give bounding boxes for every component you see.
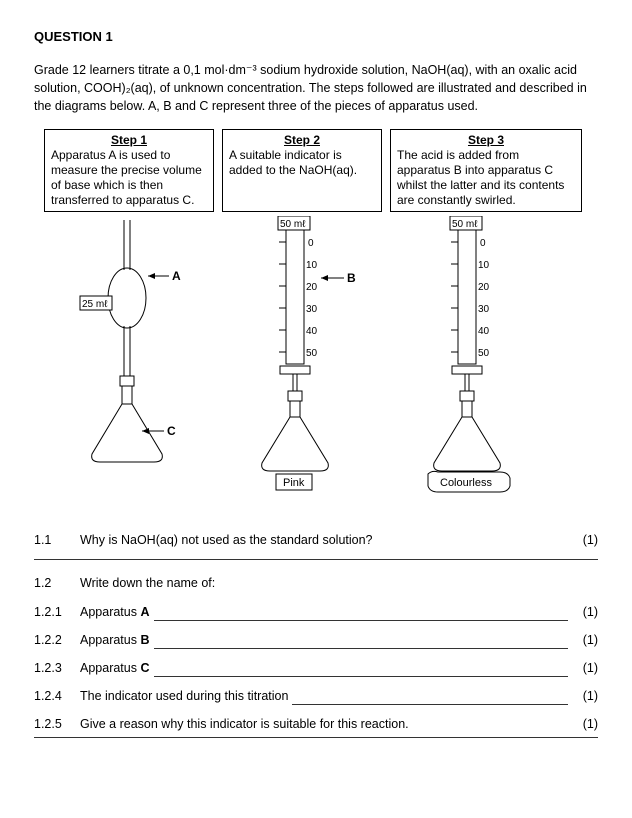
step-2-title: Step 2: [229, 133, 375, 148]
colourless-label: Colourless: [440, 477, 492, 489]
q-1-2-4-num: 1.2.4: [34, 687, 80, 705]
answer-line-1-2-2: [154, 634, 569, 649]
label-C: C: [167, 424, 176, 438]
steps-row: Step 1 Apparatus A is used to measure th…: [44, 129, 598, 212]
q-1-1: 1.1 Why is NaOH(aq) not used as the stan…: [34, 531, 598, 549]
q-1-2-3-text: Apparatus C: [80, 659, 150, 677]
svg-text:10: 10: [478, 260, 490, 271]
diagram-2: 50 mℓ 0 10 20 30 40 50 B: [216, 216, 388, 501]
step-2-text: A suitable indicator is added to the NaO…: [229, 148, 357, 177]
q-1-2-5-mark: (1): [568, 715, 598, 733]
q-1-2: 1.2 Write down the name of:: [34, 574, 598, 592]
label-B: B: [347, 271, 356, 285]
pipette-flask-svg: 25 mℓ A C: [44, 216, 216, 476]
q-1-2-2: 1.2.2 Apparatus B (1): [34, 631, 598, 649]
q-1-2-1-text: Apparatus A: [80, 603, 150, 621]
svg-text:30: 30: [478, 304, 490, 315]
q-1-2-3-mark: (1): [568, 659, 598, 677]
svg-text:50: 50: [306, 348, 318, 359]
label-A: A: [172, 269, 181, 283]
q-1-2-3-num: 1.2.3: [34, 659, 80, 677]
step-2-box: Step 2 A suitable indicator is added to …: [222, 129, 382, 212]
q-1-2-5-num: 1.2.5: [34, 715, 80, 733]
q-1-2-4-text: The indicator used during this titration: [80, 687, 288, 705]
diagram-3: 50 mℓ 0 10 20 30 40 50: [388, 216, 560, 501]
svg-text:50: 50: [478, 348, 490, 359]
q-1-1-num: 1.1: [34, 531, 80, 549]
burette-colourless-svg: 50 mℓ 0 10 20 30 40 50: [388, 216, 560, 496]
q-1-2-5: 1.2.5 Give a reason why this indicator i…: [34, 715, 598, 733]
svg-text:10: 10: [306, 260, 318, 271]
step-1-box: Step 1 Apparatus A is used to measure th…: [44, 129, 214, 212]
svg-text:50 mℓ: 50 mℓ: [280, 219, 306, 230]
q-1-2-4-mark: (1): [568, 687, 598, 705]
svg-text:40: 40: [478, 326, 490, 337]
step-1-text: Apparatus A is used to measure the preci…: [51, 148, 202, 207]
answer-line-1-2-1: [154, 606, 569, 621]
q-1-2-1-mark: (1): [568, 603, 598, 621]
svg-text:0: 0: [308, 238, 314, 249]
step-3-text: The acid is added from apparatus B into …: [397, 148, 564, 207]
q-1-2-3: 1.2.3 Apparatus C (1): [34, 659, 598, 677]
svg-text:0: 0: [480, 238, 486, 249]
answer-line-1-1: [34, 559, 598, 560]
pink-label: Pink: [283, 477, 305, 489]
svg-text:50 mℓ: 50 mℓ: [452, 219, 478, 230]
svg-text:20: 20: [306, 282, 318, 293]
svg-text:20: 20: [478, 282, 490, 293]
q-1-2-5-text: Give a reason why this indicator is suit…: [80, 715, 568, 733]
svg-text:30: 30: [306, 304, 318, 315]
step-3-box: Step 3 The acid is added from apparatus …: [390, 129, 582, 212]
step-1-title: Step 1: [51, 133, 207, 148]
vol25-label: 25 mℓ: [82, 299, 108, 310]
answer-line-1-2-4: [292, 690, 568, 705]
q-1-2-text: Write down the name of:: [80, 574, 568, 592]
intro-text: Grade 12 learners titrate a 0,1 mol·dm⁻³…: [34, 61, 598, 115]
diagrams-row: 25 mℓ A C: [44, 216, 598, 501]
svg-text:40: 40: [306, 326, 318, 337]
answer-line-1-2-3: [154, 662, 569, 677]
q-1-2-2-num: 1.2.2: [34, 631, 80, 649]
q-1-2-1: 1.2.1 Apparatus A (1): [34, 603, 598, 621]
q-1-2-num: 1.2: [34, 574, 80, 592]
q-1-2-2-mark: (1): [568, 631, 598, 649]
q-1-2-2-text: Apparatus B: [80, 631, 150, 649]
q-1-2-1-num: 1.2.1: [34, 603, 80, 621]
answer-line-1-2-5: [34, 737, 598, 738]
q-1-1-text: Why is NaOH(aq) not used as the standard…: [80, 531, 568, 549]
q-1-2-4: 1.2.4 The indicator used during this tit…: [34, 687, 598, 705]
burette-pink-svg: 50 mℓ 0 10 20 30 40 50 B: [216, 216, 388, 496]
question-title: QUESTION 1: [34, 28, 598, 47]
q-1-1-mark: (1): [568, 531, 598, 549]
diagram-1: 25 mℓ A C: [44, 216, 216, 481]
step-3-title: Step 3: [397, 133, 575, 148]
